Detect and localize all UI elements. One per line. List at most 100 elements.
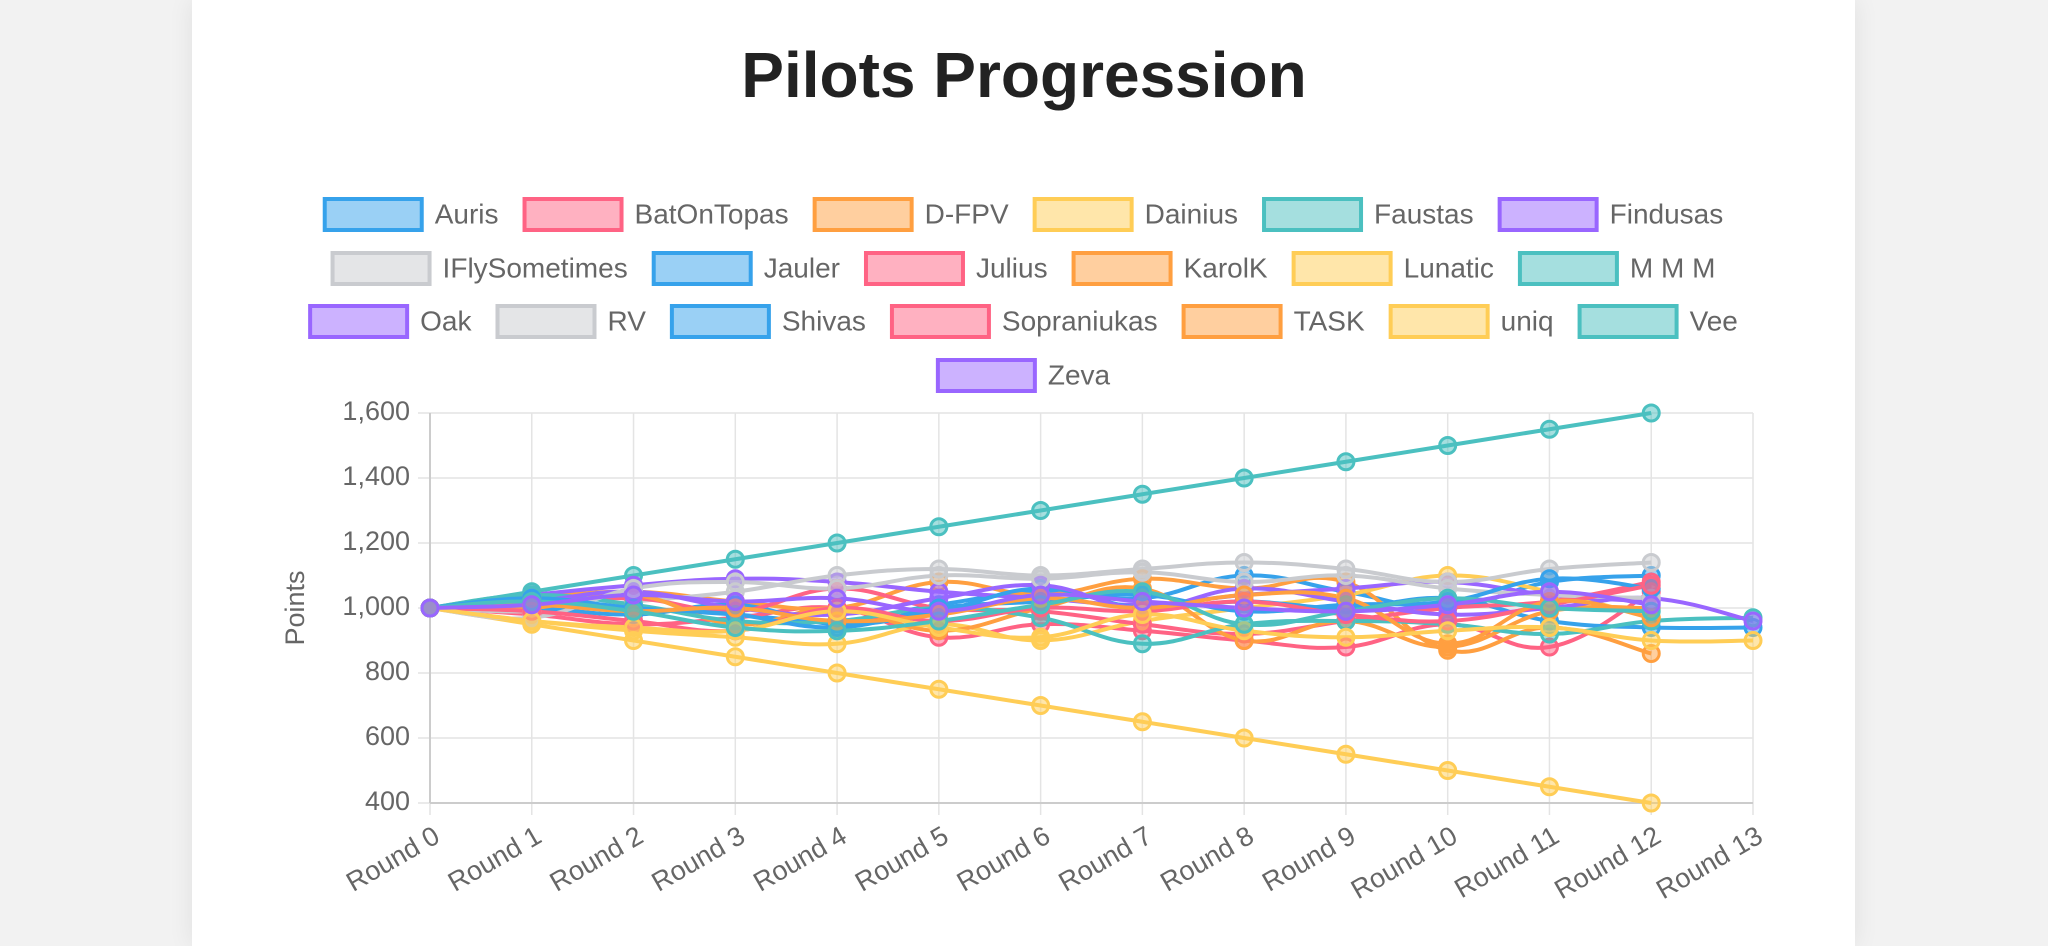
legend-item: RV — [495, 304, 646, 339]
card — [192, 0, 1855, 946]
data-point — [522, 611, 542, 631]
data-point — [827, 663, 847, 683]
legend-label: RV — [607, 305, 646, 336]
legend-swatch — [495, 304, 597, 339]
data-point — [827, 621, 847, 641]
data-point — [725, 647, 745, 667]
legend-swatch — [330, 251, 432, 286]
data-point — [1641, 631, 1661, 650]
legend-item: Lunatic — [1291, 251, 1494, 286]
legend-label: Oak — [420, 305, 472, 336]
legend-label: Julius — [976, 252, 1048, 283]
legend-label: Shivas — [782, 305, 866, 336]
data-point — [420, 598, 440, 618]
legend-label: Zeva — [1048, 359, 1111, 390]
legend-label: uniq — [1501, 305, 1554, 336]
data-point — [827, 588, 847, 608]
x-tick-label: Round 10 — [1346, 820, 1462, 905]
y-axis-label: Points — [280, 570, 310, 645]
legend-item: Dainius — [1032, 197, 1238, 232]
legend-swatch — [522, 197, 624, 232]
legend-item: Vee — [1577, 304, 1738, 339]
data-point — [1336, 452, 1356, 472]
data-point — [1031, 627, 1051, 647]
data-point — [1031, 569, 1051, 589]
data-point — [1438, 761, 1458, 780]
data-point — [1438, 595, 1458, 615]
data-point — [1234, 468, 1254, 488]
legend-label: M M M — [1630, 252, 1716, 283]
legend-swatch — [1517, 251, 1619, 286]
legend-item: Oak — [308, 304, 472, 339]
data-point — [1132, 484, 1152, 504]
legend-item: Julius — [863, 251, 1048, 286]
data-point — [1234, 598, 1254, 618]
x-tick-label: Round 13 — [1651, 820, 1767, 905]
legend-swatch — [651, 251, 753, 286]
y-tick-label: 1,000 — [342, 591, 410, 621]
data-point — [1132, 562, 1152, 582]
legend-swatch — [812, 197, 914, 232]
legend-label: TASK — [1294, 305, 1365, 336]
x-tick-label: Round 12 — [1549, 820, 1665, 905]
legend-item: D-FPV — [812, 197, 1009, 232]
data-point — [1641, 575, 1661, 595]
legend-label: Dainius — [1145, 198, 1238, 229]
legend-item: Jauler — [651, 251, 840, 286]
legend-item: IFlySometimes — [330, 251, 628, 286]
legend-swatch — [1032, 197, 1134, 232]
legend-swatch — [889, 304, 991, 339]
y-tick-label: 600 — [365, 721, 410, 751]
data-point — [929, 517, 949, 537]
legend-swatch — [669, 304, 771, 339]
legend-item: M M M — [1517, 251, 1716, 286]
x-tick-label: Round 2 — [545, 820, 648, 897]
data-point — [1539, 582, 1559, 602]
legend-item: Faustas — [1262, 197, 1474, 232]
legend-label: BatOnTopas — [635, 198, 789, 229]
legend-item: Zeva — [935, 358, 1111, 393]
data-point — [725, 592, 745, 611]
data-point — [1132, 712, 1152, 732]
legend-swatch — [1497, 197, 1599, 232]
data-point — [1336, 627, 1356, 647]
data-point — [1234, 553, 1254, 572]
data-point — [1336, 601, 1356, 621]
x-tick-label: Round 8 — [1155, 820, 1258, 897]
data-point — [725, 549, 745, 569]
data-point — [1438, 436, 1458, 455]
data-point — [624, 585, 644, 605]
x-tick-label: Round 9 — [1257, 820, 1360, 897]
x-tick-label: Round 6 — [952, 820, 1055, 897]
data-point — [1539, 419, 1559, 439]
data-point — [725, 572, 745, 592]
data-point — [1641, 793, 1661, 813]
legend-label: Findusas — [1610, 198, 1724, 229]
data-point — [1641, 403, 1661, 423]
x-tick-label: Round 1 — [443, 820, 546, 897]
x-tick-label: Round 4 — [748, 820, 851, 897]
data-point — [1641, 595, 1661, 615]
x-tick-label: Round 5 — [850, 820, 953, 897]
data-point — [1234, 614, 1254, 634]
legend-label: Faustas — [1374, 198, 1474, 229]
data-point — [1234, 728, 1254, 748]
x-tick-label: Round 11 — [1449, 820, 1564, 904]
data-point — [1641, 553, 1661, 572]
chart-title: Pilots Progression — [741, 39, 1306, 111]
legend-swatch — [1262, 197, 1364, 232]
legend-item: KarolK — [1071, 251, 1268, 286]
legend-item: Auris — [322, 197, 499, 232]
data-point — [1438, 621, 1458, 641]
data-point — [1539, 777, 1559, 797]
data-point — [1031, 696, 1051, 715]
data-point — [827, 533, 847, 553]
data-point — [1031, 585, 1051, 605]
legend-swatch — [863, 251, 965, 286]
data-point — [929, 601, 949, 621]
legend-item: BatOnTopas — [522, 197, 789, 232]
y-tick-label: 1,600 — [342, 396, 410, 426]
data-point — [1336, 744, 1356, 764]
legend-label: Jauler — [764, 252, 840, 283]
